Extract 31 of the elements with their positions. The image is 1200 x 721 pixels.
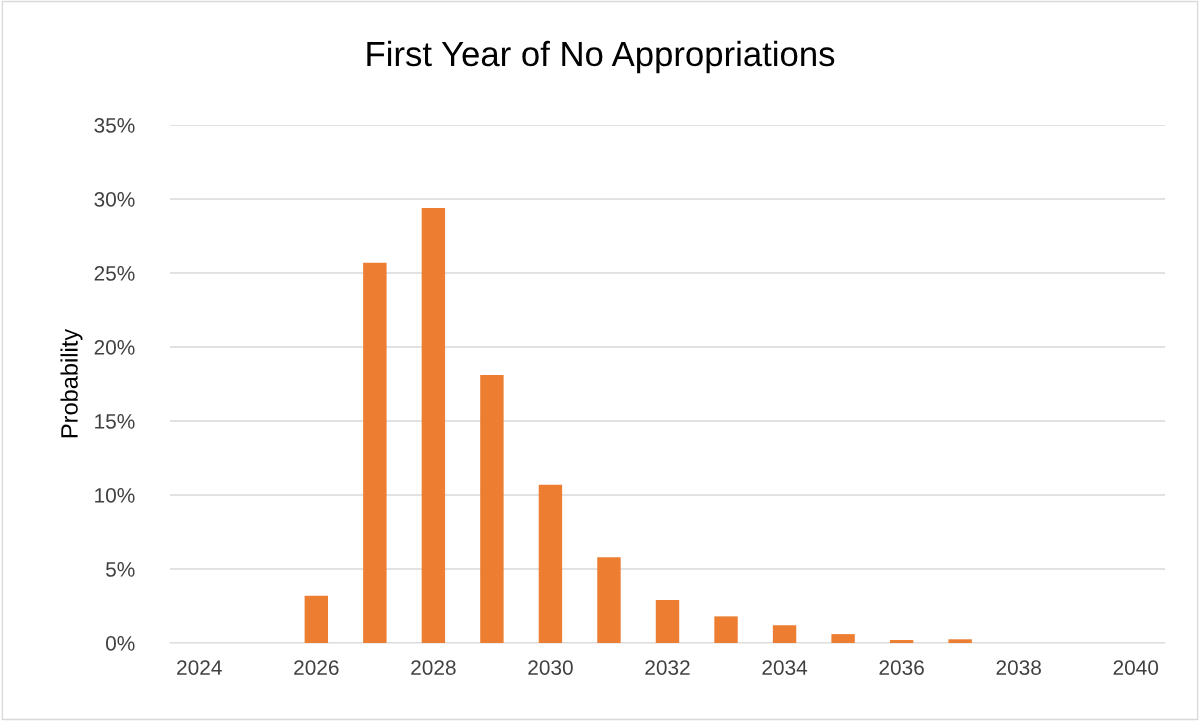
y-tick-label: 0% — [105, 636, 135, 651]
bar — [655, 600, 680, 643]
bar — [948, 639, 972, 643]
bar — [831, 634, 855, 643]
bar — [480, 375, 504, 643]
bar — [538, 484, 563, 643]
x-tick-label: 2024 — [177, 660, 222, 675]
x-tick-label: 2026 — [294, 660, 339, 675]
bar — [714, 616, 738, 643]
bar — [889, 640, 914, 643]
bar — [363, 262, 387, 643]
y-tick-label: 15% — [95, 414, 135, 429]
bar — [304, 595, 329, 643]
bar — [421, 207, 446, 643]
x-tick-label: 2028 — [411, 660, 456, 675]
chart-title: First Year of No Appropriations — [367, 40, 835, 74]
y-tick-label: 30% — [94, 192, 135, 207]
bar — [597, 557, 621, 643]
x-tick-label: 2038 — [996, 660, 1041, 675]
bar — [772, 625, 797, 643]
y-tick-label: 10% — [95, 488, 135, 503]
x-tick-label: 2036 — [879, 660, 924, 675]
y-tick-label: 25% — [94, 266, 135, 281]
x-tick-label: 2030 — [528, 660, 573, 675]
x-tick-label: 2034 — [762, 660, 808, 675]
y-tick-label: 20% — [94, 340, 135, 355]
x-tick-label: 2032 — [645, 660, 690, 675]
x-tick-label: 2040 — [1113, 660, 1159, 675]
y-tick-label: 35% — [94, 118, 135, 133]
y-tick-label: 5% — [106, 562, 135, 577]
y-axis-title: Probability — [60, 328, 83, 438]
